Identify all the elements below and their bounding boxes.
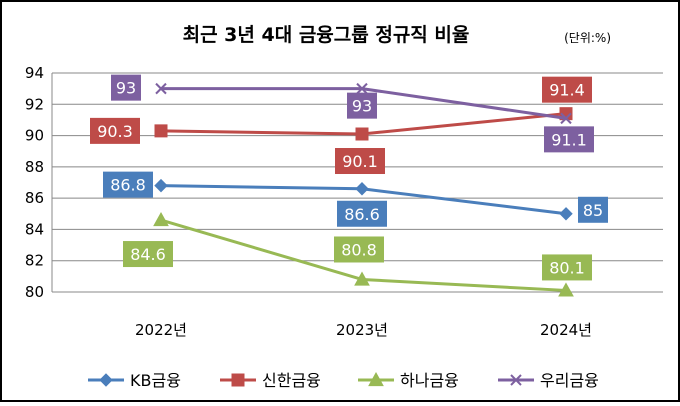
- y-tick-label: 82: [25, 252, 44, 270]
- marker-x-stroke: [356, 82, 368, 95]
- data-label: 91.1: [551, 130, 587, 149]
- data-label-box: [542, 76, 592, 103]
- y-tick-label: 94: [25, 64, 44, 82]
- data-label: 91.4: [549, 81, 585, 100]
- legend-marker: [99, 373, 113, 387]
- marker-x-stroke: [155, 82, 167, 95]
- data-label: 85: [583, 201, 603, 220]
- data-point: [354, 271, 370, 286]
- data-label: 80.1: [549, 258, 585, 277]
- legend-marker: [510, 374, 522, 386]
- data-label-box: [103, 171, 153, 198]
- data-point: [560, 112, 572, 125]
- legend-item: 신한금융: [220, 371, 321, 390]
- data-label: 80.8: [341, 240, 377, 259]
- data-label-box: [90, 117, 140, 144]
- data-label-box: [335, 148, 385, 175]
- x-tick-label: 2023년: [336, 321, 388, 339]
- y-tick-label: 80: [25, 283, 44, 301]
- data-point: [154, 124, 168, 138]
- legend-label: 우리금융: [540, 371, 599, 390]
- data-label: 90.3: [97, 122, 133, 141]
- data-label-box: [542, 254, 592, 281]
- legend-item: 우리금융: [498, 371, 599, 390]
- data-point: [559, 207, 573, 221]
- unit-note: (단위:%): [564, 31, 611, 45]
- series-1: 86.8 86.6 85: [103, 171, 608, 227]
- data-point: [153, 212, 169, 227]
- series-3: 84.6 80.8 80.1: [123, 212, 592, 297]
- data-label-box: [337, 200, 387, 227]
- legend-item: 하나금융: [358, 371, 459, 390]
- series-2: 90.3 90.1 91.4: [90, 76, 592, 175]
- data-label: 93: [352, 97, 372, 116]
- legend-marker: [231, 373, 245, 387]
- chart-title: 최근 3년 4대 금융그룹 정규직 비율: [183, 24, 470, 46]
- data-label: 86.8: [110, 176, 146, 195]
- data-label: 90.1: [342, 152, 378, 171]
- legend-marker: [368, 371, 384, 387]
- y-tick-label: 84: [25, 220, 44, 238]
- data-point: [356, 82, 368, 95]
- data-point: [155, 82, 167, 95]
- data-label: 86.6: [344, 205, 380, 224]
- y-tick-label: 92: [25, 95, 44, 113]
- data-point: [355, 182, 369, 196]
- legend-label: 하나금융: [400, 371, 459, 390]
- y-tick-label: 90: [25, 127, 44, 145]
- data-label-box: [123, 241, 173, 268]
- series-layer: 86.8 86.6 85 90.3 90.1 91.4 84.6 80.8 80.1 93 93 91…: [90, 74, 608, 297]
- data-label-box: [544, 126, 594, 153]
- marker-x-stroke: [560, 112, 572, 125]
- legend: KB금융 신한금융 하나금융 우리금융: [88, 371, 599, 390]
- y-tick-label: 88: [25, 158, 44, 176]
- data-point: [355, 127, 369, 141]
- legend-label: 신한금융: [262, 371, 321, 390]
- data-point: [154, 178, 168, 193]
- data-point: [558, 282, 574, 297]
- data-label: 93: [116, 79, 136, 98]
- marker-x-stroke: [510, 374, 522, 386]
- legend-item: KB금융: [88, 371, 181, 390]
- y-tick-label: 86: [25, 189, 44, 207]
- data-label-box: [347, 92, 377, 119]
- data-label: 84.6: [130, 245, 166, 264]
- data-label-box: [578, 196, 608, 223]
- legend-label: KB금융: [130, 371, 181, 390]
- data-label-box: [111, 74, 141, 101]
- data-label-box: [334, 236, 384, 263]
- x-tick-label: 2024년: [540, 321, 592, 339]
- series-4: 93 93 91.1: [111, 74, 594, 153]
- x-tick-label: 2022년: [135, 321, 187, 339]
- axes: 80 82 84 86 88 90 92 94 2022년 2023년 2024년: [25, 64, 663, 339]
